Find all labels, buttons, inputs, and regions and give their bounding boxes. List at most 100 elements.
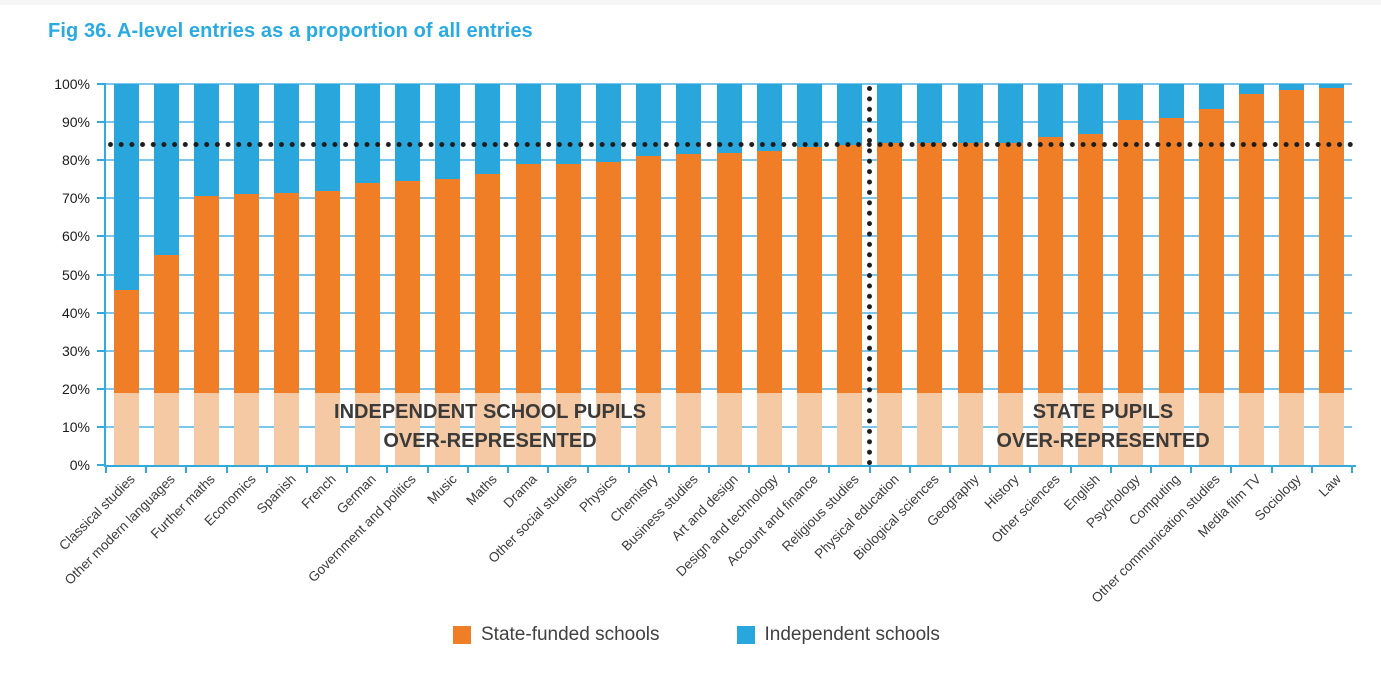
state-funded-segment (394, 181, 420, 393)
bar-classical-studies (113, 84, 139, 465)
x-axis-tick (1109, 467, 1112, 473)
y-axis-tick-label: 30% (61, 342, 90, 359)
annotation-line-2: OVER-REPRESENTED (996, 430, 1210, 452)
x-axis-tick (145, 467, 148, 473)
y-axis-tick (97, 464, 106, 466)
state-funded-segment (997, 143, 1023, 393)
state-funded-segment (193, 196, 219, 393)
y-axis-tick-label: 80% (61, 152, 90, 169)
section-divider-dotted-line (865, 84, 875, 465)
independent-segment (1319, 84, 1345, 88)
independent-segment (877, 84, 903, 144)
independent-segment (1239, 84, 1265, 94)
state-funded-segment (1158, 118, 1184, 393)
legend-label-independent: Independent schools (764, 624, 940, 645)
state-funded-segment (716, 152, 742, 393)
state-funded-segment (917, 143, 943, 393)
x-axis-tick (386, 467, 389, 473)
independent-segment (957, 84, 983, 144)
state-funded-segment (1038, 137, 1064, 393)
x-axis-tick (506, 467, 509, 473)
state-funded-segment-tinted (153, 392, 179, 465)
state-funded-segment-tinted (716, 392, 742, 465)
y-axis-tick (97, 425, 106, 428)
state-funded-segment-tinted (917, 392, 943, 465)
y-axis-tick (97, 235, 106, 238)
x-axis-tick (989, 467, 992, 473)
x-axis-tick (346, 467, 349, 473)
x-axis-tick (547, 467, 550, 473)
x-axis-label: Music (423, 471, 460, 508)
x-axis-label: Maths (463, 471, 500, 509)
y-axis-tick-label: 70% (61, 190, 90, 207)
independent-segment (193, 84, 219, 197)
state-funded-segment-tinted (1118, 392, 1144, 465)
x-axis-tick (1150, 467, 1153, 473)
bar-maths (475, 84, 501, 465)
independent-segment (1198, 84, 1224, 109)
independent-segment (234, 84, 260, 195)
legend-swatch-state-funded (453, 626, 471, 644)
state-funded-segment-tinted (394, 392, 420, 465)
y-axis-line (104, 84, 106, 467)
bar-government-and-politics (394, 84, 420, 465)
y-axis-tick-label: 20% (61, 380, 90, 397)
x-axis-tick (265, 467, 268, 473)
bar-art-and-design (716, 84, 742, 465)
independent-segment (917, 84, 943, 144)
state-funded-segment (595, 162, 621, 393)
independent-segment (475, 84, 501, 174)
bar-law (1319, 84, 1345, 465)
state-funded-segment-tinted (515, 392, 541, 465)
independent-segment (394, 84, 420, 182)
independent-segment (1118, 84, 1144, 121)
state-funded-segment-tinted (1078, 392, 1104, 465)
bar-other-communication-studies (1198, 84, 1224, 465)
chart-plot-area: INDEPENDENT SCHOOL PUPILS OVER-REPRESENT… (97, 83, 1358, 473)
independent-segment (1158, 84, 1184, 119)
state-funded-segment-tinted (1239, 392, 1265, 465)
independent-segment (435, 84, 461, 180)
independent-segment (1038, 84, 1064, 138)
state-funded-segment-tinted (756, 392, 782, 465)
state-funded-segment (274, 192, 300, 393)
bar-computing (1158, 84, 1184, 465)
y-axis-tick (97, 387, 106, 390)
independent-segment (837, 84, 863, 145)
bar-french (314, 84, 340, 465)
x-axis-tick (828, 467, 831, 473)
x-axis-label: Spanish (253, 471, 299, 517)
legend-swatch-independent (736, 626, 755, 644)
bar-design-and-technology (756, 84, 782, 465)
x-axis-tick (788, 467, 791, 473)
bar-music (435, 84, 461, 465)
annotation-line-1: INDEPENDENT SCHOOL PUPILS (334, 401, 646, 423)
legend-label-state-funded: State-funded schools (481, 624, 660, 645)
bar-german (354, 84, 380, 465)
independent-segment (153, 84, 179, 256)
y-axis-tick (97, 197, 106, 200)
independent-segment (354, 84, 380, 184)
x-axis-tick (908, 467, 911, 473)
y-axis-tick (97, 311, 106, 314)
bar-further-maths (193, 84, 219, 465)
independent-segment (756, 84, 782, 151)
bar-other-modern-languages (153, 84, 179, 465)
state-funded-segment (153, 255, 179, 393)
state-funded-segment (877, 143, 903, 393)
x-axis-tick (1351, 467, 1353, 473)
state-funded-segment (475, 173, 501, 393)
independent-segment (796, 84, 822, 147)
independent-segment (515, 84, 541, 164)
state-funded-segment (435, 179, 461, 393)
state-funded-segment (756, 150, 782, 393)
x-axis-tick (1029, 467, 1032, 473)
state-funded-segment (234, 194, 260, 393)
state-funded-segment-tinted (555, 392, 581, 465)
state-funded-segment (1078, 133, 1104, 393)
state-funded-segment-tinted (354, 392, 380, 465)
state-funded-segment (837, 144, 863, 393)
bar-religious-studies (837, 84, 863, 465)
independent-segment (314, 84, 340, 191)
independent-segment (113, 84, 139, 290)
